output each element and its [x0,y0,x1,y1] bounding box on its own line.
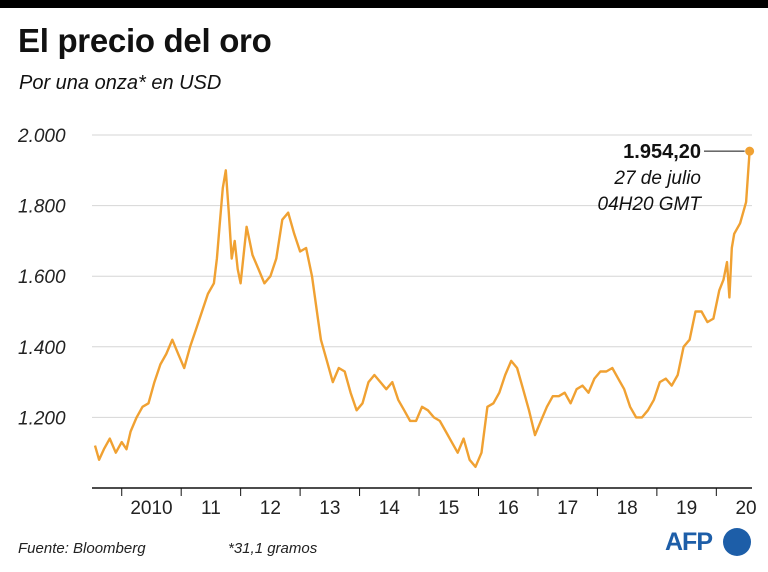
x-tick-label: 20 [735,498,756,519]
x-tick-label: 15 [438,498,459,519]
y-tick-label: 1.400 [18,338,66,359]
gold-price-chart: 1.200 1.400 1.600 1.800 2.000 2010 11 12 13 14 15 1… [17,126,757,519]
top-bar [0,0,768,8]
annotation-value: 1.954,20 [623,141,701,163]
chart-title: El precio del oro [18,22,272,59]
x-tick-label: 11 [201,498,221,519]
latest-price-marker [745,146,755,156]
afp-logo-text: AFP [665,528,713,556]
x-tick-label: 18 [617,498,638,519]
x-tick-label: 12 [260,498,281,519]
x-tick-label: 19 [676,498,697,519]
y-tick-label: 2.000 [17,126,66,147]
x-tick-label: 14 [379,498,401,519]
unit-footnote: *31,1 gramos [228,540,318,557]
y-tick-label: 1.600 [18,267,66,288]
afp-logo-dot [723,528,751,556]
x-tick-label: 17 [557,498,578,519]
gold-price-line [93,151,751,468]
chart-subtitle: Por una onza* en USD [19,72,222,94]
afp-logo: AFP [665,526,753,558]
annotation-time: 04H20 GMT [598,194,703,215]
source-note: Fuente: Bloomberg [18,540,146,557]
annotation-date: 27 de julio [613,168,701,189]
x-tick-label: 13 [319,498,340,519]
y-tick-label: 1.200 [18,408,66,429]
x-tick-label: 16 [498,498,519,519]
x-tick-label: 2010 [130,498,172,519]
y-tick-label: 1.800 [18,197,66,218]
